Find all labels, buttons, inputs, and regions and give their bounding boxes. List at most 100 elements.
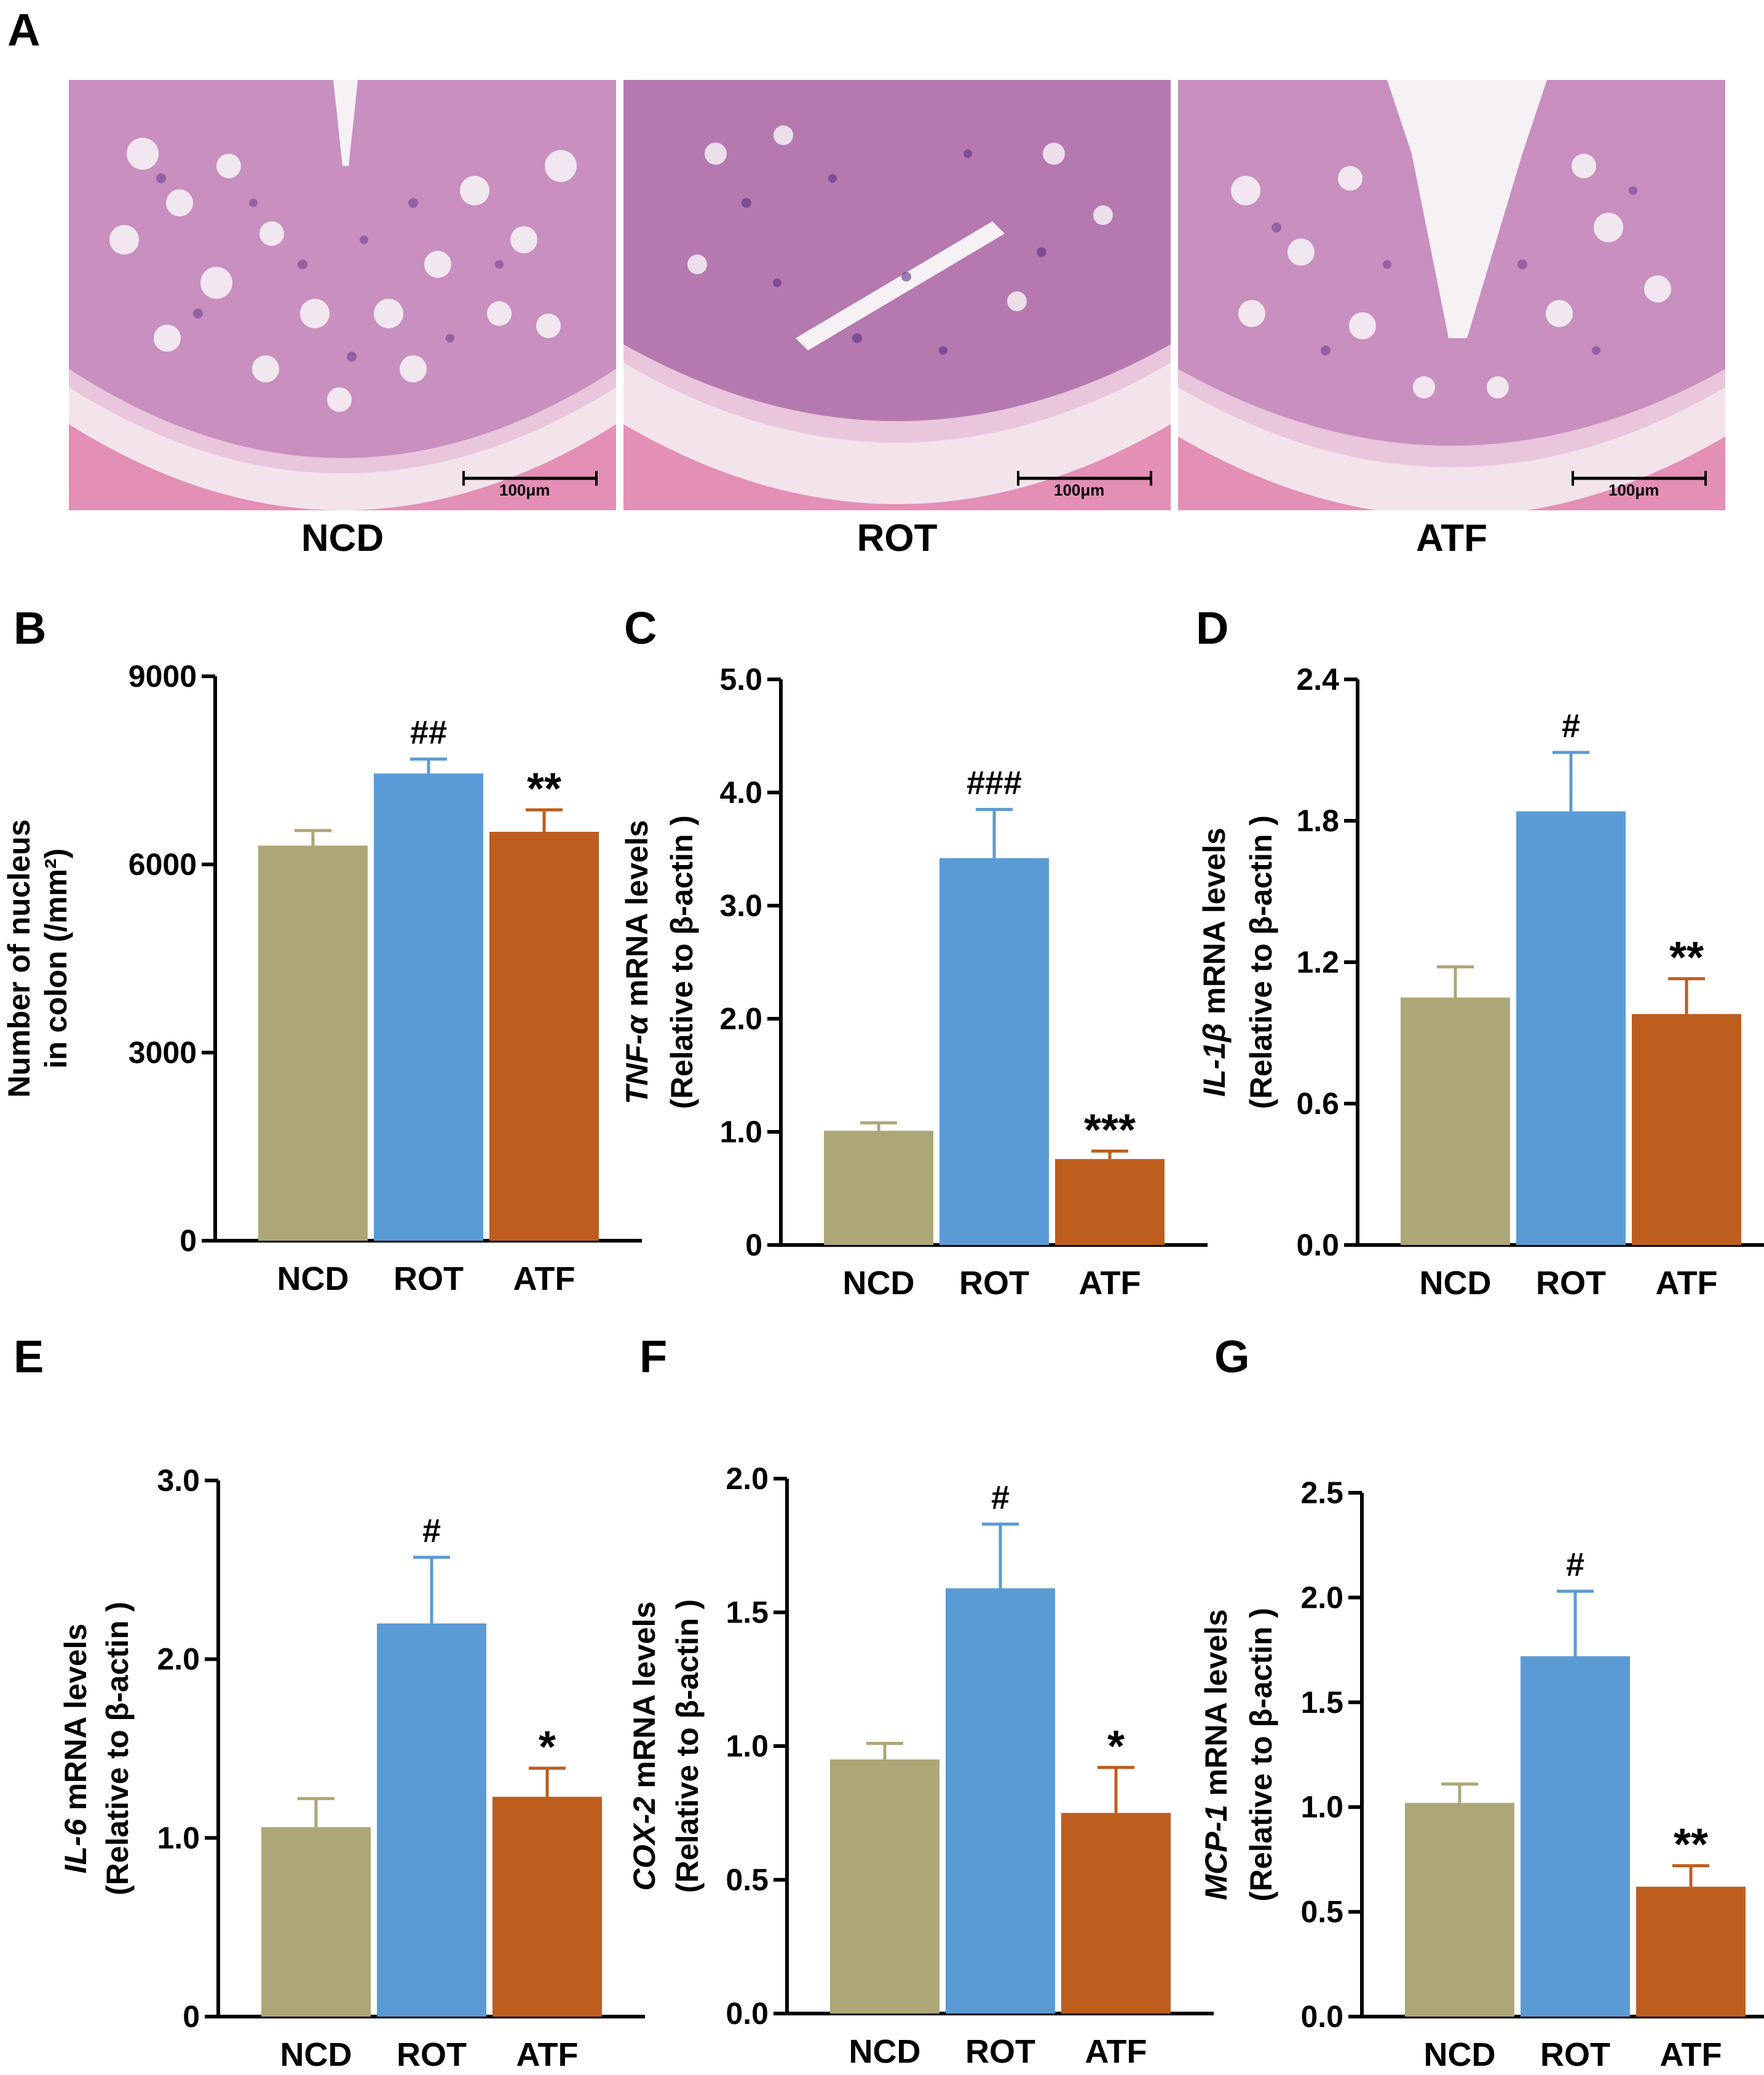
significance-marker: ** [1674,1820,1708,1870]
y-tick-label: 3.0 [719,888,762,923]
significance-marker: *** [1084,1105,1136,1155]
x-tick-label: ROT [1536,1265,1606,1302]
panel-label-c: C [624,603,657,654]
histology-image-rot: 100μm [623,80,1171,510]
x-tick-label: ATF [1085,2033,1147,2070]
significance-marker: # [1566,1546,1584,1583]
x-tick-label: ROT [394,1260,464,1297]
bar-atf [1632,1014,1741,1245]
bar-ncd [1401,997,1510,1245]
significance-marker: ## [410,714,447,751]
histology-image-atf: 100μm [1178,80,1725,510]
y-tick-label: 9000 [129,659,197,694]
y-tick-label: 1.2 [1296,945,1339,979]
y-axis-label: (Relative to β-actin ) [1244,815,1278,1109]
x-tick-label: NCD [1424,2036,1496,2073]
y-tick-label: 3.0 [157,1463,200,1498]
bar-atf [1055,1159,1165,1245]
y-axis-label: in colon (/mm²) [39,848,73,1069]
y-tick-label: 5.0 [719,662,762,697]
x-tick-label: ROT [959,1265,1029,1302]
y-tick-label: 0.0 [726,1996,769,2031]
x-tick-label: NCD [277,1260,349,1297]
scale-bar-label: 100μm [1608,481,1659,499]
x-tick-label: NCD [280,2036,352,2073]
significance-marker: ### [967,765,1022,802]
y-tick-label: 2.4 [1296,662,1339,697]
panel-label-f: F [639,1331,668,1382]
x-tick-label: ROT [965,2033,1035,2070]
y-tick-label: 1.8 [1296,804,1339,838]
scale-bar-label: 100μm [499,481,550,499]
x-tick-label: ATF [516,2036,579,2073]
y-tick-label: 1.0 [726,1729,769,1763]
x-tick-label: NCD [843,1265,915,1302]
x-tick-label: ATF [513,1260,575,1297]
significance-marker: * [539,1723,556,1772]
panel-label-a: A [7,4,41,55]
bar-ncd [1405,1803,1514,2017]
x-tick-label: NCD [849,2033,921,2070]
bar-atf [1636,1886,1746,2017]
bar-atf [492,1796,602,2017]
histology-label-ncd: NCD [301,517,384,559]
y-tick-label: 3000 [129,1035,197,1070]
bar-rot [377,1623,486,2017]
y-axis-label: IL-6 mRNA levels [58,1624,93,1874]
y-axis-label: (Relative to β-actin ) [670,1599,705,1893]
bar-ncd [824,1131,933,1245]
y-tick-label: 1.0 [157,1820,200,1855]
y-tick-label: 0.0 [1300,1999,1343,2034]
y-tick-label: 0.5 [726,1863,769,1897]
panel-label-d: D [1196,603,1229,654]
panel-label-e: E [14,1331,44,1382]
x-tick-label: ROT [397,2036,467,2073]
significance-marker: ** [527,764,561,813]
bar-rot [946,1588,1055,2014]
y-tick-label: 2.5 [1300,1476,1343,1510]
y-tick-label: 0 [180,1223,197,1258]
significance-marker: ** [1669,933,1704,982]
significance-marker: # [422,1512,441,1549]
y-tick-label: 2.0 [726,1461,769,1496]
bar-rot [939,858,1049,1245]
y-tick-label: 0 [745,1228,762,1262]
significance-marker: # [991,1479,1010,1516]
y-tick-label: 1.0 [719,1115,762,1149]
x-tick-label: ATF [1079,1265,1141,1302]
bar-atf [489,831,599,1241]
histology-label-atf: ATF [1416,517,1487,559]
y-tick-label: 1.0 [1300,1790,1343,1824]
histology-image-ncd: 100μm [69,80,616,510]
y-tick-label: 0 [183,1999,200,2034]
y-tick-label: 0.5 [1300,1895,1343,1929]
y-tick-label: 0.0 [1296,1228,1339,1262]
y-axis-label: (Relative to β-actin ) [665,815,699,1109]
y-tick-label: 0.6 [1296,1086,1339,1121]
y-tick-label: 2.0 [1300,1580,1343,1615]
bar-rot [374,773,483,1241]
y-tick-label: 2.0 [157,1642,200,1677]
y-tick-label: 1.5 [1300,1685,1343,1720]
scale-bar-label: 100μm [1054,481,1105,499]
x-tick-label: ROT [1540,2036,1610,2073]
histology-label-rot: ROT [856,517,938,559]
bar-ncd [830,1759,939,2014]
y-axis-label: COX-2 mRNA levels [627,1602,662,1891]
x-tick-label: NCD [1420,1265,1492,1302]
x-tick-label: ATF [1656,1265,1718,1302]
panel-label-g: G [1214,1331,1250,1382]
y-tick-label: 4.0 [719,775,762,810]
bar-ncd [258,845,368,1241]
panel-label-b: B [14,603,47,654]
y-axis-label: MCP-1 mRNA levels [1199,1609,1233,1900]
bar-rot [1516,811,1626,1245]
y-tick-label: 1.5 [726,1595,769,1630]
bar-atf [1061,1812,1171,2014]
